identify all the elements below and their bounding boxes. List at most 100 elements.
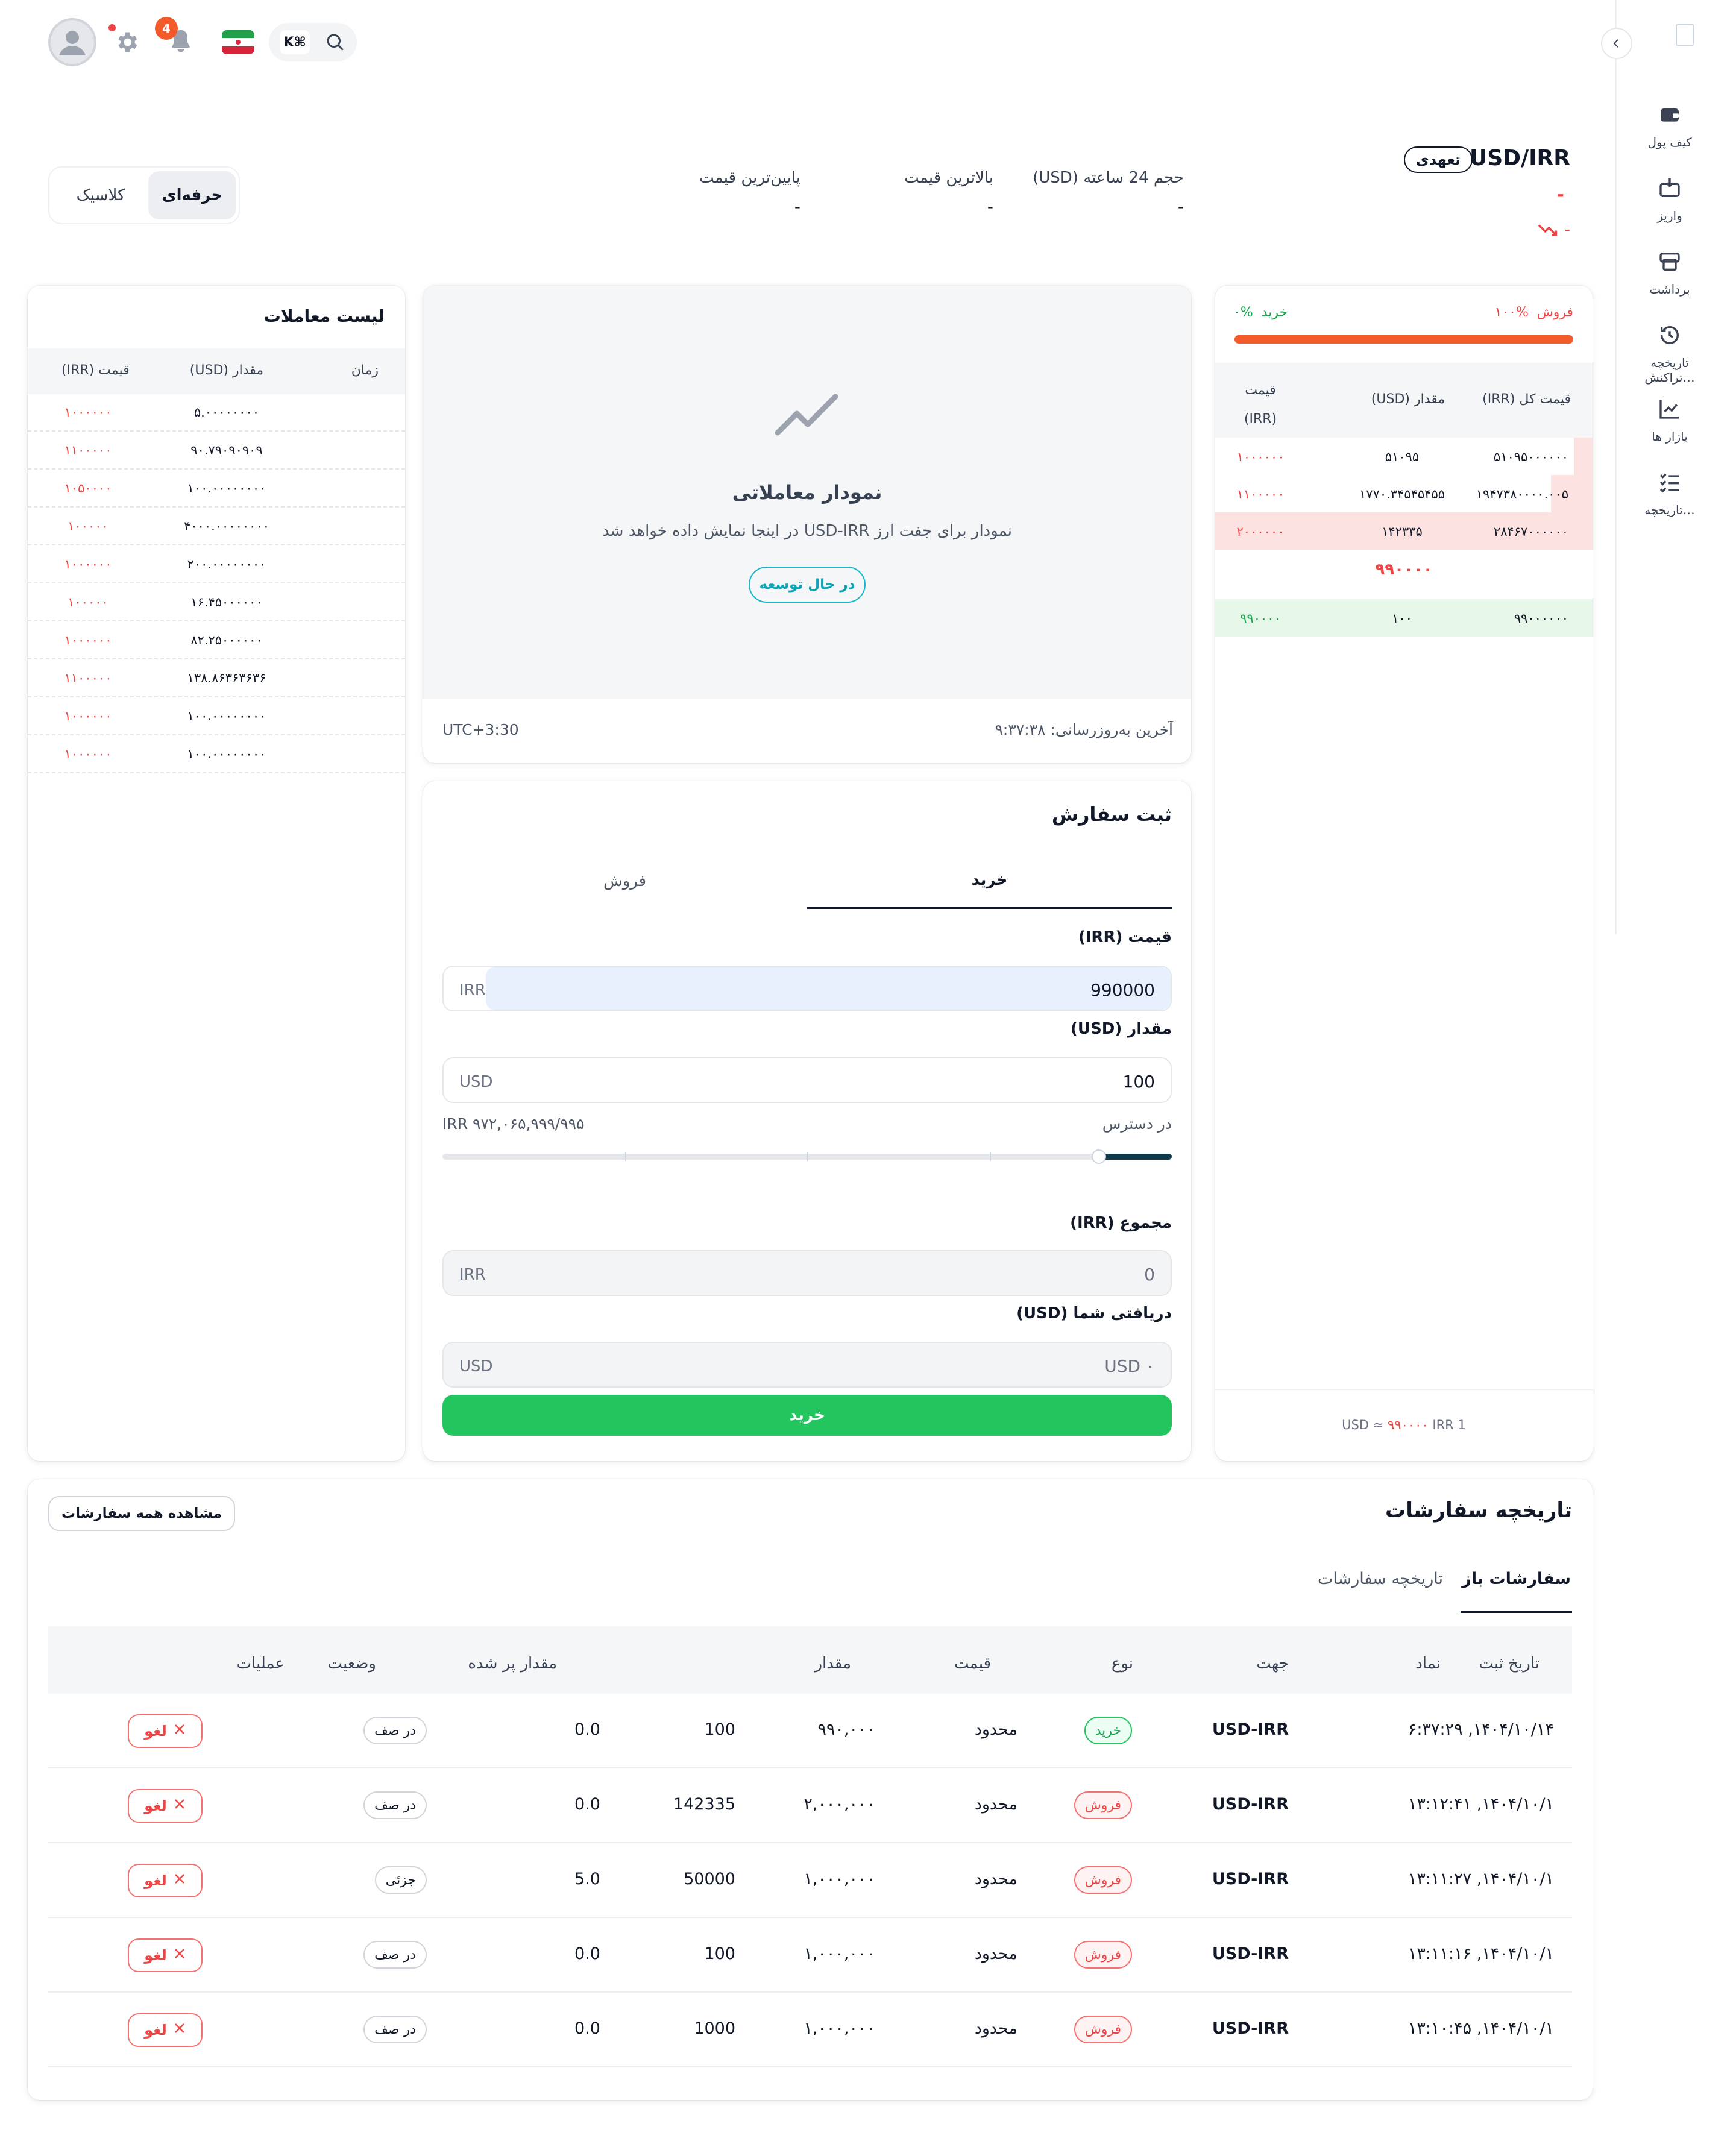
tab-sell[interactable]: فروش <box>603 872 647 890</box>
available-label: در دسترس <box>1102 1115 1172 1133</box>
trades-header-price: قیمت (IRR) <box>61 363 130 378</box>
order-filled: 5.0 <box>574 1870 600 1888</box>
bell-icon[interactable] <box>168 28 194 57</box>
buy-percent: ۰% <box>1233 305 1253 320</box>
close-icon <box>173 2022 186 2039</box>
trade-amount: ۵.۰۰۰۰۰۰۰۰ <box>193 405 260 420</box>
price-input-unit: IRR <box>459 981 486 999</box>
history-header-cell: تاریخ ثبت <box>1479 1655 1539 1673</box>
bid-depth-bar <box>1215 599 1593 637</box>
tab-open-orders[interactable]: سفارشات باز <box>1461 1570 1572 1613</box>
order-form-title: ثبت سفارش <box>1051 803 1172 826</box>
order-type: محدود <box>974 1795 1017 1814</box>
amount-input-value: 100 <box>1122 1072 1155 1092</box>
trade-amount: ۸۲.۲۵۰۰۰۰۰۰ <box>190 633 263 647</box>
price-input-value: 990000 <box>1090 980 1155 1000</box>
trend-down-icon <box>1537 222 1559 237</box>
settings-dot <box>108 24 116 31</box>
trade-row: ۲۰۰.۰۰۰۰۰۰۰۰ ۱۰۰۰۰۰۰ <box>28 546 405 583</box>
cancel-label: لغو <box>144 1872 167 1889</box>
receive-unit: USD <box>459 1357 493 1375</box>
cancel-order-button[interactable]: لغو <box>128 2013 203 2047</box>
order-price: ۲,۰۰۰,۰۰۰ <box>804 1795 875 1814</box>
trade-price: ۱۰۰۰۰۰۰ <box>64 633 112 647</box>
cancel-order-button[interactable]: لغو <box>128 1938 203 1972</box>
order-history-panel: تاریخچه سفارشات مشاهده همه سفارشات سفارش… <box>28 1479 1593 2100</box>
order-date: ۱۳:۱۱:۲۷ ,۱۴۰۴/۱۰/۱ <box>1407 1870 1554 1888</box>
order-side-badge: فروش <box>1074 2016 1132 2043</box>
withdraw-icon <box>1658 250 1682 274</box>
tab-order-history[interactable]: تاریخچه سفارشات <box>1317 1570 1443 1588</box>
submit-buy-button[interactable]: خرید <box>442 1395 1172 1436</box>
wallet-icon <box>1658 102 1682 127</box>
cancel-order-button[interactable]: لغو <box>128 1789 203 1823</box>
bid-row[interactable]: ۹۹۰۰۰۰۰۰ ۱۰۰ ۹۹۰۰۰۰ <box>1215 599 1593 637</box>
close-icon <box>173 1947 186 1964</box>
total-field: 0 IRR <box>442 1250 1172 1296</box>
avatar[interactable] <box>48 18 96 66</box>
sidebar-item-wallet[interactable]: کیف پول <box>1628 102 1712 149</box>
order-side-badge: فروش <box>1074 1866 1132 1894</box>
rate-right: IRR 1 <box>1432 1418 1466 1432</box>
sidebar-item-transaction-history[interactable]: تاریخچه تراکنش… <box>1628 323 1712 385</box>
cancel-order-button[interactable]: لغو <box>128 1714 203 1748</box>
sidebar-item-label: تاریخچه… <box>1644 503 1695 517</box>
order-amount: 142335 <box>673 1795 735 1814</box>
slider-tick <box>807 1152 808 1161</box>
ask-row[interactable]: ۱۹۴۷۳۸۰۰۰۰.۰۰۵ ۱۷۷۰.۳۴۵۴۵۴۵۵ ۱۱۰۰۰۰۰ <box>1215 475 1593 512</box>
chart-trend-icon <box>774 392 840 440</box>
order-status-badge: در صف <box>363 1941 427 1969</box>
order-type: محدود <box>974 1720 1017 1739</box>
sidebar-collapse-button[interactable] <box>1601 28 1632 59</box>
ask-total: ۱۹۴۷۳۸۰۰۰۰.۰۰۵ <box>1476 487 1568 501</box>
timezone: UTC+3:30 <box>442 721 519 738</box>
amount-input[interactable]: 100 USD <box>442 1057 1172 1103</box>
order-side-badge: فروش <box>1074 1791 1132 1819</box>
cancel-order-button[interactable]: لغو <box>128 1864 203 1897</box>
iran-flag-icon[interactable] <box>222 30 254 54</box>
order-symbol: USD-IRR <box>1212 1870 1289 1888</box>
mode-pro-button[interactable]: حرفه‌ای <box>148 171 236 219</box>
trade-row: ۱۰۰.۰۰۰۰۰۰۰۰ ۱۰۰۰۰۰۰ <box>28 698 405 735</box>
history-header-cell: جهت <box>1256 1655 1289 1673</box>
ask-price: ۱۰۰۰۰۰۰ <box>1236 450 1285 464</box>
sidebar-item-withdraw[interactable]: برداشت <box>1628 250 1712 297</box>
slider-handle[interactable] <box>1092 1149 1106 1164</box>
sidebar-item-deposit[interactable]: واریز <box>1628 176 1712 223</box>
amount-label: مقدار (USD) <box>1071 1020 1172 1038</box>
view-all-orders-button[interactable]: مشاهده همه سفارشات <box>48 1496 235 1531</box>
stat-volume-label: حجم 24 ساعته (USD) <box>1033 169 1184 187</box>
gear-icon[interactable] <box>113 29 140 55</box>
sell-ratio-fill <box>1234 335 1573 344</box>
ask-row[interactable]: ۲۸۴۶۷۰۰۰۰۰۰ ۱۴۲۳۳۵ ۲۰۰۰۰۰۰ <box>1215 512 1593 550</box>
price-label: قیمت (IRR) <box>1078 928 1172 946</box>
price-input[interactable]: 990000 IRR <box>442 966 1172 1011</box>
order-status-badge: در صف <box>363 1717 427 1744</box>
mode-classic-button[interactable]: کلاسیک <box>76 186 125 204</box>
order-status-badge: در صف <box>363 2016 427 2043</box>
available-value: IRR ۹۷۲,۰۶۵,۹۹۹/۹۹۵ <box>442 1115 585 1133</box>
ask-total: ۵۱۰۹۵۰۰۰۰۰۰ <box>1493 450 1568 464</box>
order-price: ۱,۰۰۰,۰۰۰ <box>804 1870 875 1888</box>
sidebar-item-markets[interactable]: بازار ها <box>1628 397 1712 444</box>
sidebar-item-order-history[interactable]: تاریخچه… <box>1628 470 1712 517</box>
history-header-cell: نوع <box>1111 1655 1133 1673</box>
sidebar-item-label: تاریخچه تراکنش… <box>1644 356 1695 385</box>
trade-amount: ۲۰۰.۰۰۰۰۰۰۰۰ <box>187 557 266 571</box>
history-row: ۱۳:۱۰:۴۵ ,۱۴۰۴/۱۰/۱ USD-IRR فروش محدود ۱,۰۰۰… <box>48 1993 1572 2067</box>
order-type: محدود <box>974 1870 1017 1888</box>
chart-subtitle: نمودار برای جفت ارز USD-IRR در اینجا نما… <box>602 522 1012 540</box>
ask-row[interactable]: ۵۱۰۹۵۰۰۰۰۰۰ ۵۱۰۹۵ ۱۰۰۰۰۰۰ <box>1215 438 1593 475</box>
tab-buy[interactable]: خرید <box>807 853 1172 909</box>
market-type-tag: تعهدی <box>1403 146 1473 173</box>
stat-volume-value: - <box>1177 196 1184 216</box>
trade-amount: ۹۰.۷۹۰۹۰۹۰۹ <box>190 443 263 457</box>
total-value: 0 <box>1144 1265 1155 1284</box>
market-pair: USD/IRR <box>1469 146 1570 171</box>
sidebar-item-label: کیف پول <box>1647 135 1692 149</box>
order-status-badge: در صف <box>363 1791 427 1819</box>
trade-price: ۱۰۰۰۰۰ <box>68 519 108 533</box>
buy-ratio: خرید ۰% <box>1233 305 1288 320</box>
notification-badge: 4 <box>155 17 178 40</box>
amount-slider[interactable] <box>442 1149 1172 1164</box>
